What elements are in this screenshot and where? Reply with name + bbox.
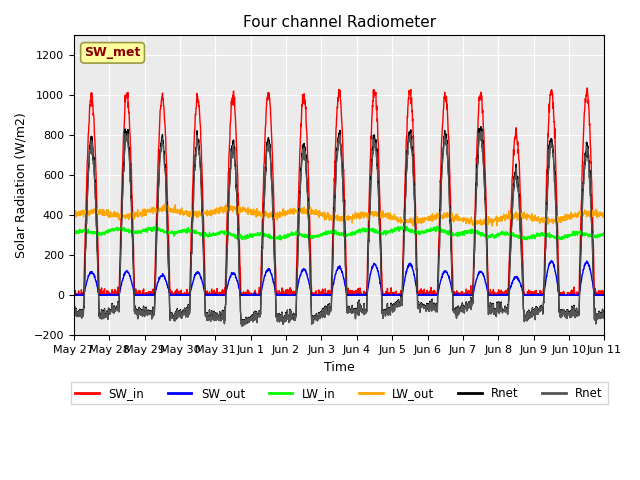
Rnet2 — [493, 306, 501, 312]
LW_out — [554, 218, 562, 224]
Legend: SW_in, SW_out, LW_in, LW_out, Rnet, Rnet: SW_in, SW_out, LW_in, LW_out, Rnet, Rnet — [70, 382, 607, 404]
SW_in — [584, 85, 591, 91]
Rnet2 — [355, 304, 362, 310]
X-axis label: Time: Time — [324, 360, 355, 373]
SW_in — [493, 290, 501, 296]
Rnet — [355, 303, 362, 309]
LW_out — [493, 217, 501, 223]
Rnet — [70, 309, 77, 314]
Rnet — [477, 124, 484, 130]
LW_out — [218, 206, 225, 212]
Y-axis label: Solar Radiation (W/m2): Solar Radiation (W/m2) — [15, 112, 28, 258]
SW_out — [600, 292, 608, 298]
SW_out — [548, 258, 556, 264]
Rnet — [554, 267, 562, 273]
Rnet2 — [70, 310, 77, 315]
Line: SW_out: SW_out — [74, 261, 604, 295]
SW_in — [554, 231, 561, 237]
Rnet — [600, 310, 608, 315]
Rnet2 — [477, 128, 484, 134]
Line: LW_in: LW_in — [74, 226, 604, 240]
SW_in — [366, 168, 374, 174]
SW_in — [600, 292, 608, 298]
SW_out — [554, 284, 562, 289]
Rnet — [218, 312, 225, 317]
SW_in — [569, 292, 577, 298]
Rnet — [238, 323, 246, 329]
LW_in — [366, 228, 374, 233]
LW_out — [70, 213, 77, 218]
SW_out — [70, 292, 78, 298]
LW_out — [488, 223, 496, 229]
LW_in — [433, 223, 441, 229]
SW_in — [70, 292, 78, 298]
Rnet2 — [600, 310, 608, 316]
LW_in — [493, 230, 501, 236]
Title: Four channel Radiometer: Four channel Radiometer — [243, 15, 436, 30]
LW_in — [277, 237, 285, 243]
Line: SW_in: SW_in — [74, 88, 604, 295]
Rnet2 — [366, 208, 374, 214]
LW_in — [600, 231, 608, 237]
LW_in — [569, 232, 577, 238]
Rnet — [569, 309, 577, 314]
LW_in — [554, 233, 562, 239]
Rnet2 — [554, 268, 562, 274]
Line: Rnet2: Rnet2 — [74, 131, 604, 326]
Line: Rnet: Rnet — [74, 127, 604, 326]
LW_out — [355, 215, 362, 220]
SW_out — [366, 274, 374, 280]
Rnet2 — [218, 312, 225, 318]
SW_in — [70, 291, 77, 297]
SW_out — [493, 292, 501, 298]
LW_in — [355, 229, 362, 235]
Rnet2 — [569, 309, 577, 315]
Rnet — [493, 305, 501, 311]
SW_in — [218, 288, 226, 294]
LW_in — [218, 228, 225, 234]
LW_out — [222, 202, 230, 207]
SW_out — [569, 292, 577, 298]
SW_out — [70, 292, 77, 298]
LW_out — [600, 214, 608, 220]
Rnet2 — [238, 324, 246, 329]
SW_out — [218, 292, 226, 298]
Rnet — [366, 205, 374, 211]
SW_in — [355, 289, 362, 295]
LW_out — [569, 214, 577, 220]
LW_out — [366, 209, 374, 215]
Text: SW_met: SW_met — [84, 47, 141, 60]
Line: LW_out: LW_out — [74, 204, 604, 226]
LW_in — [70, 230, 77, 236]
SW_out — [355, 292, 362, 298]
